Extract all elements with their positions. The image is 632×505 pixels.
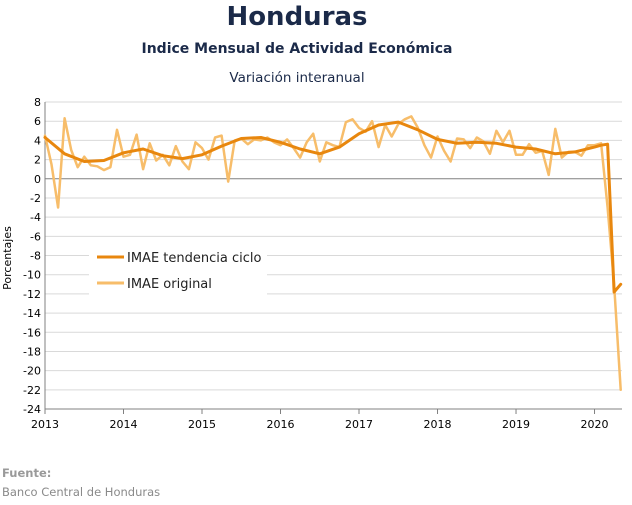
chart-subtitle: Indice Mensual de Actividad Económica	[141, 41, 453, 57]
source-label: Fuente:	[2, 466, 52, 480]
chart-subtitle-secondary: Variación interanual	[229, 70, 365, 86]
x-tick-label: 2017	[345, 418, 373, 431]
x-tick-label: 2020	[581, 418, 609, 431]
y-tick-label: -24	[23, 403, 41, 416]
source-text: Banco Central de Honduras	[2, 485, 161, 499]
y-tick-label: 8	[34, 96, 41, 109]
series-group	[43, 115, 623, 392]
y-tick-label: -4	[30, 211, 41, 224]
x-tick-label: 2013	[31, 418, 59, 431]
series-line-trend	[43, 120, 623, 294]
y-tick-label: -16	[23, 326, 41, 339]
grid	[45, 101, 622, 410]
legend-label-original: IMAE original	[127, 277, 212, 292]
y-tick-label: -6	[30, 230, 41, 243]
y-tick-label: -8	[30, 250, 41, 263]
y-tick-label: -12	[23, 288, 41, 301]
y-tick-label: -18	[23, 345, 41, 358]
y-tick-label: -14	[23, 307, 41, 320]
legend: IMAE tendencia ciclo IMAE original	[89, 244, 267, 296]
x-tick-label: 2014	[110, 418, 138, 431]
y-tick-label: 0	[34, 173, 41, 186]
x-tick-label: 2016	[267, 418, 295, 431]
x-tick-label: 2018	[424, 418, 452, 431]
y-tick-label: -2	[30, 192, 41, 205]
x-tick-label: 2015	[188, 418, 216, 431]
legend-box	[89, 244, 267, 296]
y-tick-label: 2	[34, 154, 41, 167]
legend-label-trend: IMAE tendencia ciclo	[127, 251, 261, 266]
y-tick-label: -20	[23, 365, 41, 378]
y-axis-label: Porcentajes	[1, 226, 14, 290]
x-tick-label: 2019	[502, 418, 530, 431]
y-tick-label: 4	[34, 134, 41, 147]
chart-title: Honduras	[226, 2, 368, 32]
y-tick-labels: 8 6 4 2 0 -2 -4 -6 -8 -10 -12 -14 -16 -18 -20 -22 -24	[23, 96, 41, 416]
y-tick-label: -10	[23, 269, 41, 282]
y-tick-label: 6	[34, 115, 41, 128]
axes	[44, 102, 622, 414]
x-tick-labels: 2013 2014 2015 2016 2017 2018 2019 2020	[31, 418, 609, 431]
y-tick-label: -22	[23, 384, 41, 397]
series-line-original	[43, 115, 622, 392]
